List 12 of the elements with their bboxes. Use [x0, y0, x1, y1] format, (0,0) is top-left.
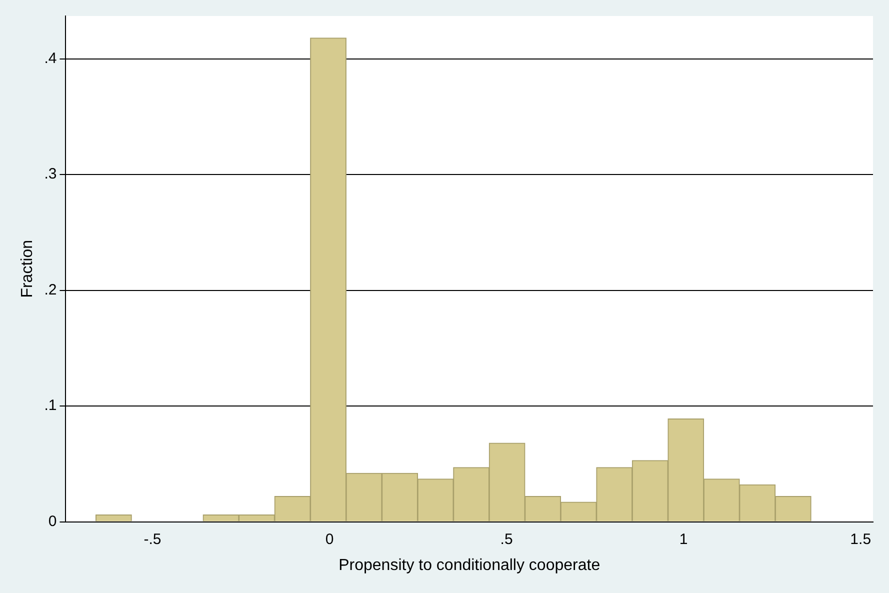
x-axis-title: Propensity to conditionally cooperate	[338, 556, 600, 574]
y-axis-title: Fraction	[19, 240, 36, 298]
x-tick-label: 0	[325, 530, 334, 548]
y-tick-label: .3	[44, 166, 57, 183]
y-tick-label: .1	[44, 397, 57, 414]
y-tick-label: 0	[48, 512, 57, 530]
x-tick-label: 1	[679, 530, 688, 548]
x-tick-label: 1.5	[850, 530, 872, 548]
x-tick-label: -.5	[144, 530, 162, 548]
y-tick-label: .2	[44, 281, 57, 298]
x-tick-label: .5	[500, 530, 513, 548]
y-tick-label: .4	[44, 50, 57, 67]
